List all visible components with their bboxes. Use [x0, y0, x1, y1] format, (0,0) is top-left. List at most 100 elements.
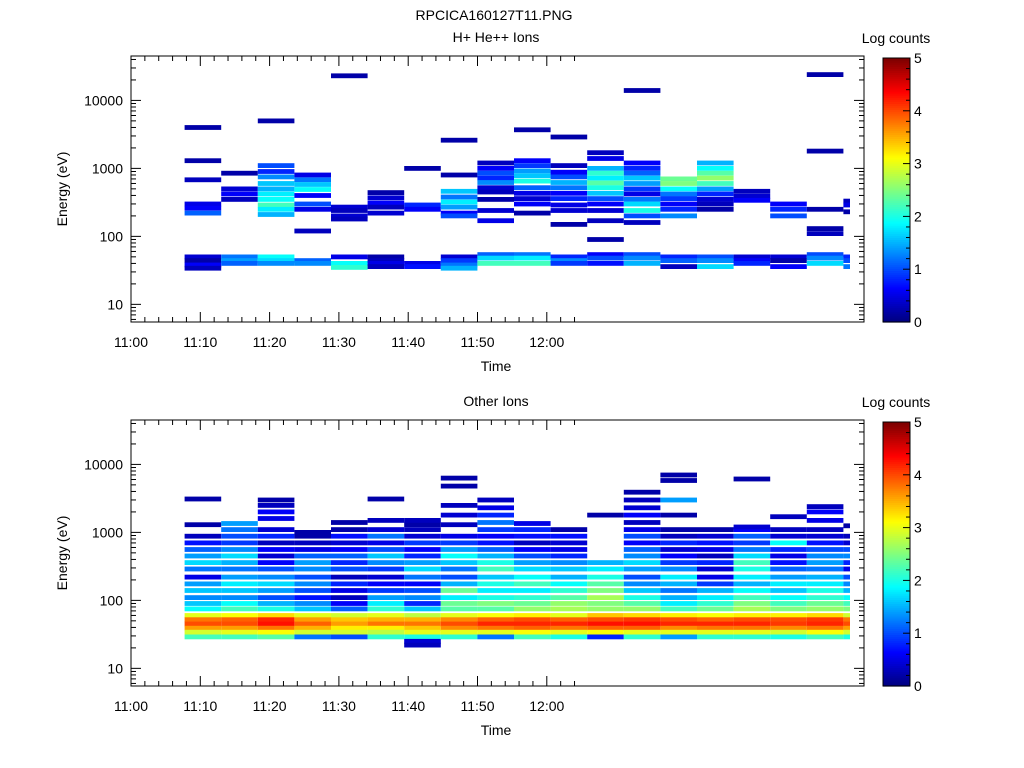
heatmap-cell	[331, 213, 368, 219]
heatmap-cell	[843, 634, 850, 640]
heatmap-cell	[623, 560, 661, 565]
heatmap-cell	[660, 201, 697, 207]
heatmap-cell	[221, 521, 258, 526]
heatmap-cell	[477, 574, 514, 580]
heatmap-cell	[294, 258, 331, 263]
colorbar-swatch	[883, 432, 910, 435]
heatmap-cell	[623, 540, 661, 546]
heatmap-cell	[440, 188, 478, 194]
colorbar-swatch	[883, 502, 910, 506]
colorbar-swatch	[883, 661, 910, 664]
colorbar-swatch	[883, 138, 910, 142]
colorbar-swatch	[883, 315, 910, 319]
heatmap-cell	[697, 634, 734, 640]
heatmap-cell	[477, 553, 514, 559]
y-tick-label: 100	[100, 228, 124, 244]
colorbar-swatch	[883, 558, 910, 561]
heatmap-cell	[367, 566, 405, 572]
heatmap-cell	[367, 204, 405, 210]
heatmap-cell	[733, 197, 771, 203]
heatmap-cell	[440, 621, 478, 627]
heatmap-cell	[477, 189, 514, 195]
heatmap-cell	[623, 613, 661, 618]
colorbar-swatch	[883, 617, 910, 621]
heatmap-cell	[404, 261, 441, 266]
heatmap-cell	[331, 606, 368, 612]
heatmap-cell	[331, 629, 368, 635]
colorbar-swatch	[883, 167, 910, 170]
heatmap-cell	[221, 197, 258, 202]
heatmap-cell	[843, 566, 850, 572]
heatmap-cell	[331, 265, 368, 270]
heatmap-cell	[294, 601, 331, 606]
heatmap-cell	[514, 547, 551, 552]
heatmap-cell	[404, 166, 441, 171]
heatmap-cell	[550, 163, 588, 168]
colorbar-swatch	[883, 568, 910, 572]
heatmap-cell	[660, 533, 697, 539]
colorbar-swatch	[883, 264, 910, 267]
heatmap-cell	[660, 553, 697, 559]
heatmap-cell	[514, 521, 551, 526]
colorbar-swatch	[883, 126, 910, 129]
heatmap-cell	[733, 540, 771, 546]
heatmap-cell	[221, 629, 258, 635]
x-tick-label: 11:40	[391, 698, 425, 714]
heatmap-cell	[294, 553, 331, 559]
heatmap-cell	[843, 581, 850, 587]
heatmap-cell	[550, 202, 588, 208]
colorbar-swatch	[883, 512, 910, 516]
heatmap-cell	[623, 595, 661, 600]
colorbar-swatch	[883, 634, 910, 638]
heatmap-cell	[733, 527, 771, 532]
colorbar-swatch	[883, 521, 910, 524]
heatmap-cell	[733, 193, 771, 199]
colorbar-swatch	[883, 488, 910, 491]
heatmap-cell	[294, 588, 331, 593]
heatmap-cell	[806, 621, 844, 627]
heatmap-cell	[184, 629, 222, 635]
heatmap-cell	[367, 613, 405, 618]
heatmap-cell	[770, 527, 807, 532]
heatmap-cell	[257, 606, 295, 612]
heatmap-cell	[806, 553, 844, 559]
heatmap-cell	[623, 255, 661, 261]
x-axis: 11:00 11:10 11:20 11:30 11:40 11:50 12:00	[114, 56, 576, 350]
heatmap-cell	[587, 170, 624, 176]
heatmap-cell	[257, 261, 295, 266]
heatmap-cell	[550, 617, 588, 623]
colorbar-swatch	[883, 679, 910, 683]
colorbar-swatch	[883, 650, 910, 654]
colorbar-tick-label: 5	[914, 50, 922, 66]
colorbar-swatch	[883, 134, 910, 137]
colorbar-swatch	[883, 82, 910, 86]
heatmap-cell	[697, 197, 734, 202]
heatmap-cell	[331, 204, 368, 210]
heatmap-cell	[477, 527, 514, 532]
heatmap-cell	[477, 197, 514, 202]
heatmap-cell	[294, 621, 331, 627]
heatmap-cell	[184, 254, 222, 260]
heatmap-cell	[257, 191, 295, 197]
heatmap-cell	[367, 258, 405, 263]
heatmap-cell	[294, 182, 331, 187]
heatmap-cell	[587, 629, 624, 635]
heatmap-cell	[623, 191, 661, 197]
colorbar-swatch	[883, 291, 910, 294]
heatmap-cell	[550, 566, 588, 572]
heatmap-cell	[477, 261, 514, 266]
colorbar-swatch	[883, 516, 910, 520]
heatmap-cell	[257, 258, 295, 263]
heatmap-cell	[587, 261, 624, 266]
heatmap-cell	[770, 547, 807, 552]
colorbar-swatch	[883, 465, 910, 468]
heatmap-cell	[404, 566, 441, 572]
heatmap-cell	[733, 524, 771, 530]
heatmap-cell	[550, 588, 588, 593]
heatmap-cell	[587, 560, 624, 565]
heatmap-cell	[660, 595, 697, 600]
heatmap-cell	[514, 185, 551, 191]
colorbar-swatch	[883, 317, 910, 321]
colorbar-swatch	[883, 471, 910, 475]
